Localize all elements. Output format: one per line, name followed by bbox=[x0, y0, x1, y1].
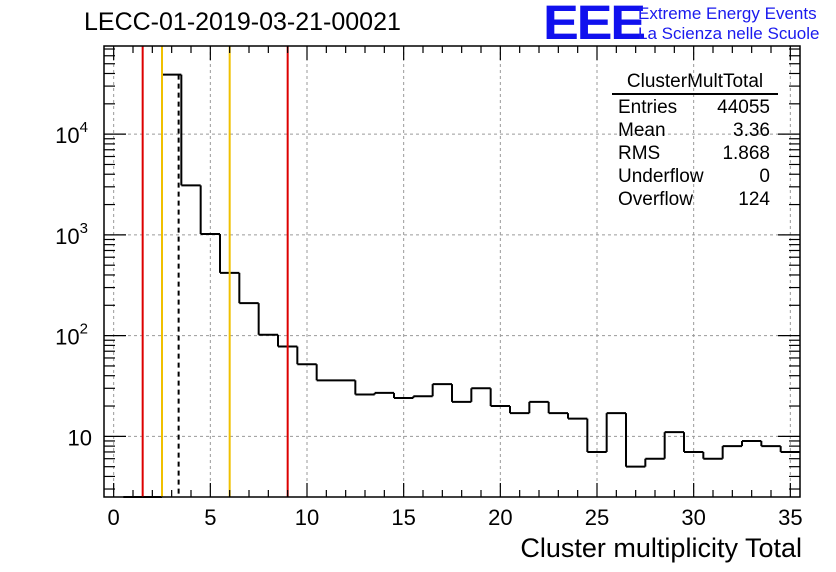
y-tick-label: 104 bbox=[55, 119, 88, 148]
x-tick-label: 10 bbox=[295, 505, 319, 530]
x-tick-label: 20 bbox=[488, 505, 512, 530]
stats-value: 44055 bbox=[717, 97, 770, 118]
stats-box: ClusterMultTotal Entries 44055 Mean 3.36… bbox=[612, 70, 778, 211]
stats-label: Overflow bbox=[618, 189, 693, 210]
x-tick-label: 25 bbox=[585, 505, 609, 530]
y-tick-label: 10 bbox=[68, 425, 92, 450]
stats-row-entries: Entries 44055 bbox=[612, 96, 778, 119]
x-tick-label: 15 bbox=[391, 505, 415, 530]
stats-label: Entries bbox=[618, 97, 678, 118]
stats-label: Underflow bbox=[618, 166, 704, 187]
stats-row-overflow: Overflow 124 bbox=[612, 188, 778, 211]
y-tick-label: 102 bbox=[55, 321, 88, 350]
stats-value: 3.36 bbox=[733, 120, 770, 141]
y-tick-exponent: 3 bbox=[80, 220, 88, 237]
stats-box-title: ClusterMultTotal bbox=[612, 70, 778, 95]
x-tick-label: 35 bbox=[778, 505, 802, 530]
y-tick-label: 103 bbox=[55, 220, 88, 249]
stats-label: RMS bbox=[618, 143, 661, 164]
stats-row-mean: Mean 3.36 bbox=[612, 119, 778, 142]
plot-frame bbox=[103, 45, 801, 498]
y-tick-exponent: 2 bbox=[80, 321, 88, 338]
stats-value: 0 bbox=[759, 166, 770, 187]
chart-title: LECC-01-2019-03-21-00021 bbox=[84, 8, 401, 36]
stats-row-rms: RMS 1.868 bbox=[612, 142, 778, 165]
x-tick-label: 30 bbox=[681, 505, 705, 530]
stats-value: 124 bbox=[738, 189, 770, 210]
logo-subtitle-2: La Scienza nelle Scuole bbox=[638, 24, 820, 43]
x-axis-label: Cluster multiplicity Total bbox=[520, 533, 802, 563]
x-tick-label: 5 bbox=[204, 505, 216, 530]
y-tick-exponent: 4 bbox=[80, 119, 88, 136]
stats-row-underflow: Underflow 0 bbox=[612, 165, 778, 188]
eee-logo: EEE bbox=[543, 0, 646, 50]
stats-value: 1.868 bbox=[722, 143, 770, 164]
x-tick-label: 0 bbox=[108, 505, 120, 530]
stats-label: Mean bbox=[618, 120, 666, 141]
logo-subtitle-1: Extreme Energy Events bbox=[638, 4, 817, 23]
